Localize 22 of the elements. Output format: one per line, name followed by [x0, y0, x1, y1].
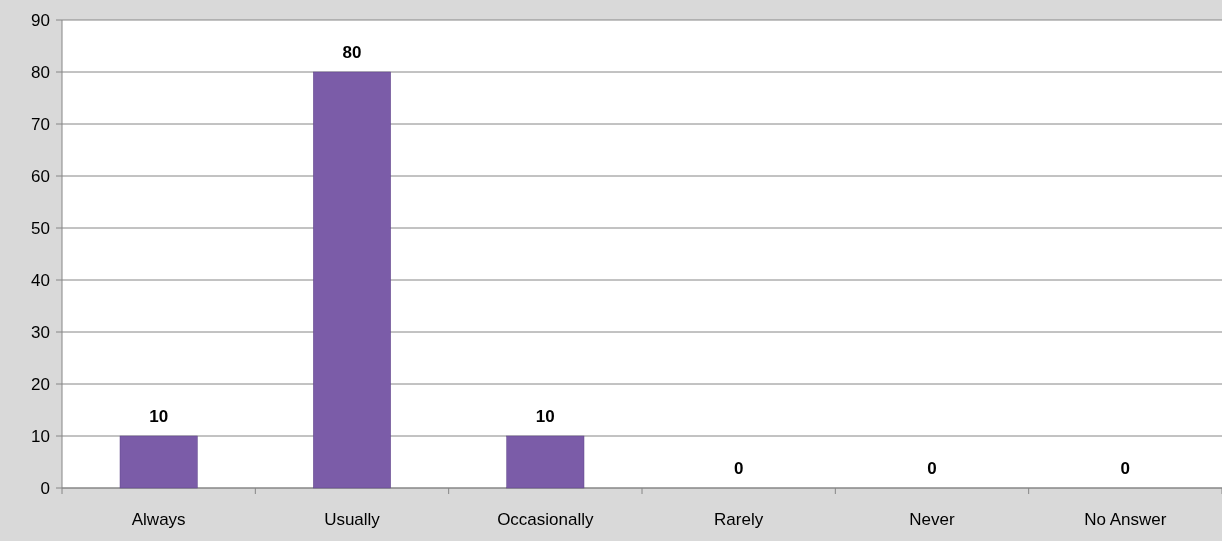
data-label: 80 — [342, 43, 362, 62]
y-tick-label: 30 — [31, 322, 50, 342]
y-tick-label: 50 — [31, 218, 50, 238]
data-label: 10 — [535, 407, 555, 426]
x-tick-label: Never — [909, 510, 956, 529]
x-tick-label: No Answer — [1084, 510, 1167, 529]
x-tick-label: Rarely — [714, 510, 764, 529]
y-tick-label: 90 — [31, 10, 50, 30]
y-tick-label: 40 — [31, 270, 50, 290]
y-tick-label: 80 — [31, 62, 50, 82]
y-tick-label: 70 — [31, 114, 50, 134]
data-label: 0 — [1120, 459, 1131, 478]
x-tick-label: Always — [131, 510, 186, 529]
data-label: 0 — [733, 459, 744, 478]
y-tick-label: 0 — [40, 478, 50, 498]
y-tick-label: 20 — [31, 374, 50, 394]
y-tick-label: 10 — [31, 426, 50, 446]
x-tick-label: Usually — [324, 510, 381, 529]
x-tick-label: Occasionally — [497, 510, 595, 529]
data-label: 10 — [149, 407, 169, 426]
y-tick-label: 60 — [31, 166, 50, 186]
data-label: 0 — [927, 459, 937, 478]
